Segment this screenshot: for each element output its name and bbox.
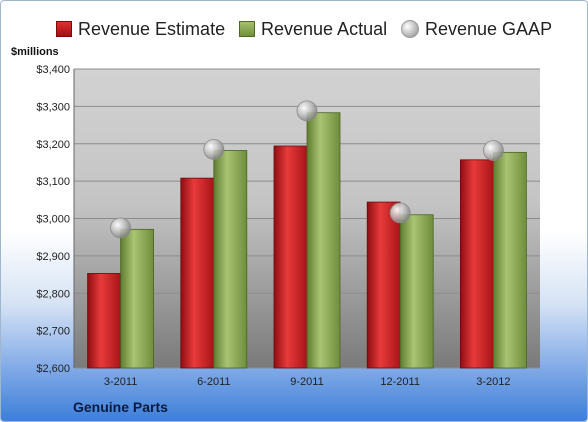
y-tick-label: $3,400: [36, 64, 70, 76]
gaap-markers: [110, 100, 504, 239]
bars: [87, 112, 527, 369]
bar-revenue-actual: [492, 151, 527, 369]
bar-revenue-estimate: [459, 159, 494, 369]
bar-revenue-actual: [306, 112, 341, 369]
x-axis-ticks: 3-2011 6-2011 9-2011 12-2011 3-2012: [104, 376, 511, 388]
bar-revenue-estimate: [366, 201, 401, 369]
legend: Revenue Estimate Revenue Actual Revenue …: [1, 15, 587, 45]
bar-revenue-estimate: [273, 145, 308, 369]
legend-item-revenue-actual: Revenue Actual: [239, 15, 387, 43]
marker-revenue-gaap: [296, 100, 318, 122]
units-label: $millions: [11, 46, 59, 58]
x-tick-label: 3-2012: [476, 376, 510, 388]
x-tick-label: 3-2011: [104, 376, 137, 388]
legend-swatch-estimate: [56, 21, 72, 37]
y-tick-label: $3,300: [36, 101, 70, 113]
y-axis-ticks: $2,600 $2,700 $2,800 $2,900 $3,000 $3,100 $3,2…: [36, 64, 70, 375]
company-label: Genuine Parts: [73, 399, 168, 415]
legend-label-estimate: Revenue Estimate: [78, 18, 226, 39]
marker-revenue-gaap: [482, 140, 504, 161]
y-tick-label: $3,200: [36, 139, 70, 151]
x-tick-label: 9-2011: [290, 376, 323, 388]
bar-revenue-actual: [120, 228, 154, 369]
y-tick-label: $3,000: [36, 214, 70, 226]
y-tick-label: $2,600: [36, 363, 70, 375]
marker-revenue-gaap: [203, 138, 225, 160]
legend-swatch-actual: [239, 21, 255, 37]
marker-revenue-gaap: [110, 217, 131, 239]
x-tick-label: 6-2011: [197, 376, 230, 388]
bar-revenue-estimate: [180, 177, 215, 369]
legend-item-revenue-gaap: Revenue GAAP: [401, 15, 552, 43]
legend-item-revenue-estimate: Revenue Estimate: [56, 15, 225, 43]
bar-revenue-actual: [213, 150, 248, 369]
legend-swatch-gaap: [401, 20, 419, 38]
y-tick-label: $3,100: [36, 176, 70, 188]
x-tick-label: 12-2011: [380, 376, 420, 388]
legend-label-actual: Revenue Actual: [261, 18, 388, 39]
bar-revenue-estimate: [87, 273, 121, 369]
legend-label-gaap: Revenue GAAP: [425, 18, 553, 39]
y-tick-label: $2,900: [36, 251, 70, 263]
y-tick-label: $2,700: [36, 326, 70, 338]
y-tick-label: $2,800: [36, 288, 70, 300]
bar-revenue-actual: [399, 214, 434, 369]
marker-revenue-gaap: [389, 202, 411, 224]
